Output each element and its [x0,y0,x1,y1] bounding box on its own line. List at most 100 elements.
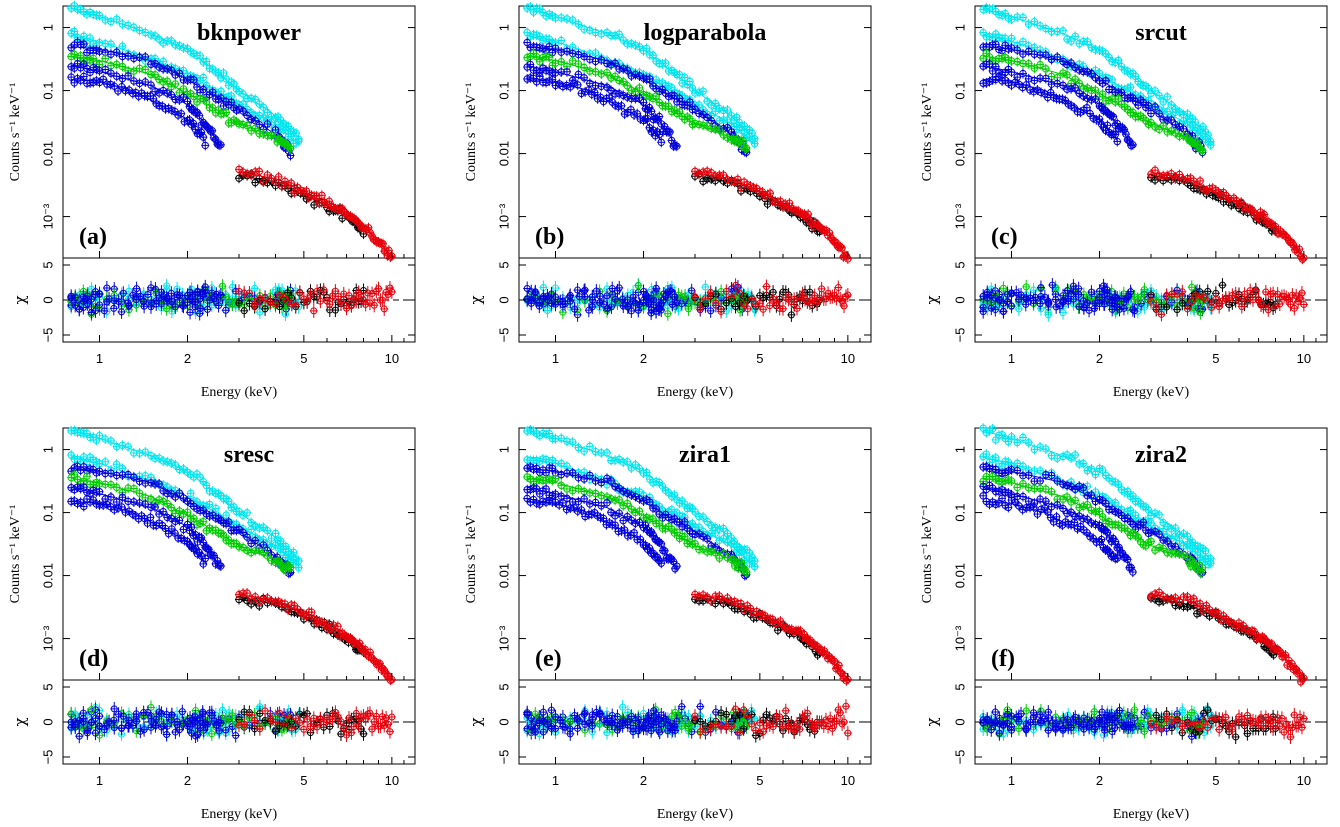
residual-point [374,285,382,293]
data-point [106,80,115,89]
data-point [147,31,155,39]
residual-point [251,301,259,309]
data-point [287,132,295,141]
data-point [232,85,241,93]
data-point [286,145,295,153]
x-tick-label: 10 [385,351,399,366]
data-point [202,98,211,106]
residual-point [261,305,269,313]
y-tick-label: 1 [40,24,55,31]
panel-title: bknpower [197,20,301,46]
data-point [155,75,163,84]
data-point [239,90,247,98]
data-point [163,89,171,97]
data-point [235,120,243,128]
data-point [70,27,79,36]
data-point [201,141,209,150]
residual-point [147,303,155,311]
data-point [118,62,127,71]
data-point [199,118,207,127]
residual-point [364,289,372,297]
data-point [209,88,217,96]
data-point [159,39,167,47]
data-point [155,35,163,43]
residual-point [345,292,353,300]
residual-point [310,307,318,315]
residual-point [144,290,152,298]
data-point [222,108,230,117]
residual-point [240,307,248,315]
data-point [274,117,282,126]
data-point [114,87,122,95]
residual-point [313,287,321,295]
residual-point [251,284,259,292]
residual-point [245,289,253,297]
data-point [243,121,251,130]
residual-point [196,304,204,312]
data-point [385,246,393,255]
residual-y-tick-label: 0 [40,296,55,303]
data-point [159,78,167,86]
data-point [310,201,318,209]
data-point [155,63,163,71]
model-line [694,172,849,259]
series-black-6 [235,168,368,239]
y-tick-label: 0.1 [40,82,55,100]
data-point [163,65,171,73]
data-point [379,240,387,248]
data-point [130,67,138,75]
data-point [259,114,268,122]
data-point [197,128,206,137]
residual-point [87,309,95,317]
residual-point [378,296,386,304]
residual-point [110,304,118,312]
data-point [259,178,268,186]
data-point [199,85,207,94]
residual-point [87,295,95,303]
residual-point [347,302,355,310]
residual-point [352,297,360,305]
data-point [346,212,355,220]
data-point [118,74,127,83]
residual-point [129,291,137,299]
data-point [151,87,159,96]
data-point [217,94,225,102]
data-point [112,48,121,56]
data-point [167,90,175,99]
residual-point [191,298,199,306]
data-point [212,95,220,103]
residual-point [163,282,171,290]
data-point [263,120,272,128]
data-point [151,71,159,79]
residual-point [179,302,187,310]
x-tick-label: 2 [184,351,191,366]
residual-point [115,298,123,306]
data-point [121,86,130,95]
data-point [255,167,263,176]
data-point [107,69,115,77]
panel-label: (a) [79,224,107,250]
data-point [255,111,263,120]
residual-point [386,284,394,292]
data-point [110,82,119,90]
data-point [235,105,243,113]
residual-point [215,301,223,309]
residual-point [276,291,284,299]
data-point [171,71,180,79]
residual-point [280,293,288,301]
residual-point [261,294,269,302]
data-point [190,76,198,84]
data-point [259,103,268,111]
y-axis-title: Counts s⁻¹ keV⁻¹ [8,83,23,182]
residual-point [167,289,175,297]
residual-point [306,291,314,299]
data-point [239,168,247,176]
residual-point [100,307,108,315]
residual-point [124,299,132,307]
residual-point [272,300,280,308]
data-point [305,193,313,202]
residuals-blue-5 [67,279,210,318]
data-point [210,134,218,142]
series-blue-2 [523,37,751,158]
